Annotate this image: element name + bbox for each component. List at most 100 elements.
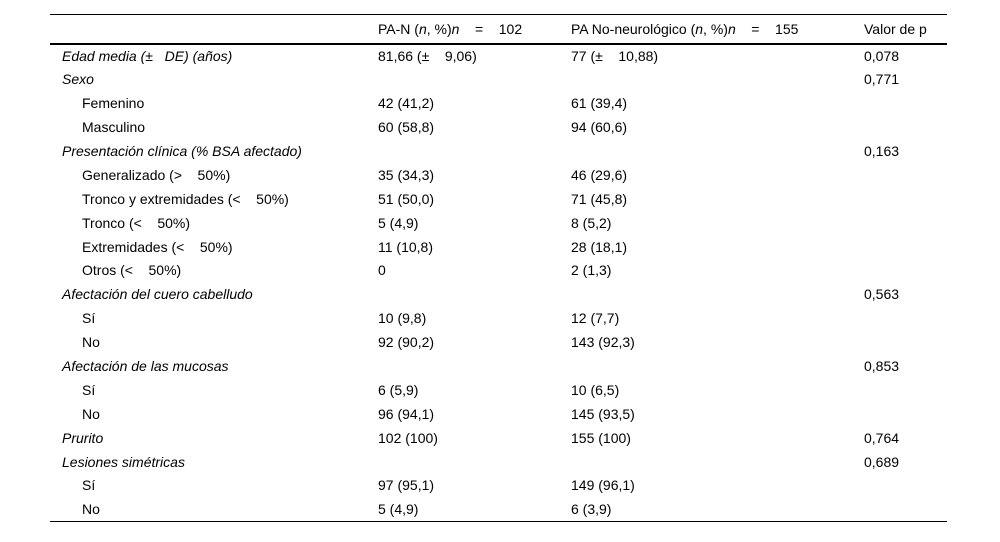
header-pan-pct: , %) (426, 20, 452, 37)
row-label: Sí (82, 381, 96, 398)
cell-pa-non-neuro-value (571, 67, 862, 91)
row-label: No (82, 405, 100, 422)
cell-pan-value (378, 282, 571, 306)
cell-p-value (862, 330, 947, 354)
cell-p-value (862, 235, 947, 259)
cell-p-value (862, 378, 947, 402)
cell-pa-non-neuro-value: 12 (7,7) (571, 310, 620, 327)
cell-p-value (862, 259, 947, 283)
cell-pan-value (378, 354, 571, 378)
table-row: Tronco y extremidades (< 50%) 51 (50,0) … (50, 187, 947, 211)
header-non-label: PA No-neurológico ( (571, 20, 696, 37)
cell-p-value (862, 402, 947, 426)
row-label: Tronco y extremidades (< 50%) (82, 190, 289, 207)
table-row: Extremidades (< 50%) 11 (10,8) 28 (18,1) (50, 235, 947, 259)
table-row: Generalizado (> 50%) 35 (34,3) 46 (29,6) (50, 163, 947, 187)
table-row: No 96 (94,1) 145 (93,5) (50, 402, 947, 426)
header-pan-n2-italic: n (451, 20, 460, 37)
row-label: Sí (82, 310, 96, 327)
cell-pa-non-neuro-value: 2 (1,3) (571, 262, 612, 279)
table-row: Afectación del cuero cabelludo 0,563 (50, 282, 947, 306)
cell-pa-non-neuro-value: 145 (93,5) (571, 405, 635, 422)
cell-pan-value: 51 (50,0) (378, 190, 435, 207)
table-row: Tronco (< 50%) 5 (4,9) 8 (5,2) (50, 211, 947, 235)
cell-pa-non-neuro-value: 10 (6,5) (571, 381, 620, 398)
header-empty-cell (50, 14, 378, 45)
paper-table-container: PA-N (n, %)n = 102 PA No-neurológico (n,… (50, 14, 947, 522)
cell-p-value: 0,853 (864, 358, 900, 375)
header-pan-column: PA-N (n, %)n = 102 (378, 14, 571, 45)
row-label: Afectación de las mucosas (62, 358, 229, 375)
cell-pa-non-neuro-value: 61 (39,4) (571, 95, 628, 112)
table-row: Edad media (± DE) (años) 81,66 (± 9,06) … (50, 44, 947, 68)
cell-pa-non-neuro-value: 8 (5,2) (571, 214, 612, 231)
cell-p-value (862, 497, 947, 521)
table-row: Lesiones simétricas 0,689 (50, 450, 947, 474)
header-non-pct: , %) (703, 20, 728, 37)
table-row: No 92 (90,2) 143 (92,3) (50, 330, 947, 354)
row-label: Femenino (82, 95, 145, 112)
table-row: Sí 10 (9,8) 12 (7,7) (50, 306, 947, 330)
table-row: Masculino 60 (58,8) 94 (60,6) (50, 115, 947, 139)
cell-pan-value: 35 (34,3) (378, 166, 435, 183)
table-row: Presentación clínica (% BSA afectado) 0,… (50, 139, 947, 163)
comparison-table: PA-N (n, %)n = 102 PA No-neurológico (n,… (50, 14, 947, 522)
cell-p-value (862, 211, 947, 235)
row-label: Afectación del cuero cabelludo (62, 286, 253, 303)
cell-pa-non-neuro-value: 94 (60,6) (571, 119, 628, 136)
cell-pan-value: 81,66 (± 9,06) (378, 47, 477, 64)
row-label: Sexo (62, 71, 94, 88)
table-row: Femenino 42 (41,2) 61 (39,4) (50, 91, 947, 115)
cell-pa-non-neuro-value (571, 354, 862, 378)
row-label: Tronco (< 50%) (82, 214, 191, 231)
cell-pa-non-neuro-value: 77 (± 10,88) (571, 47, 659, 64)
cell-pan-value: 11 (10,8) (378, 238, 433, 255)
header-pa-non-neuro-column: PA No-neurológico (n, %)n = 155 (571, 14, 862, 45)
cell-p-value (862, 163, 947, 187)
table-row: No 5 (4,9) 6 (3,9) (50, 497, 947, 521)
table-row: Afectación de las mucosas 0,853 (50, 354, 947, 378)
cell-pan-value: 0 (378, 262, 386, 279)
table-body: Edad media (± DE) (años) 81,66 (± 9,06) … (50, 44, 947, 522)
cell-p-value (862, 187, 947, 211)
cell-pa-non-neuro-value: 149 (96,1) (571, 477, 635, 494)
row-label: Presentación clínica (% BSA afectado) (62, 143, 302, 159)
cell-p-value (862, 115, 947, 139)
cell-pan-value: 5 (4,9) (378, 501, 419, 518)
row-label: Otros (< 50%) (82, 262, 182, 279)
row-label: Prurito (62, 429, 104, 446)
table-row: Sexo 0,771 (50, 67, 947, 91)
cell-p-value: 0,163 (864, 143, 900, 159)
cell-pa-non-neuro-value: 155 (100) (571, 429, 631, 446)
cell-pan-value: 96 (94,1) (378, 405, 435, 422)
cell-p-value: 0,764 (864, 429, 900, 446)
row-label: No (82, 501, 100, 518)
cell-pa-non-neuro-value (571, 282, 862, 306)
header-non-count: 155 (775, 20, 799, 37)
header-non-n-italic: n (695, 20, 704, 37)
cell-pa-non-neuro-value: 71 (45,8) (571, 190, 628, 207)
cell-pan-value (378, 67, 571, 91)
cell-pa-non-neuro-value (571, 450, 862, 474)
row-label: Sí (82, 477, 96, 494)
cell-pa-non-neuro-value: 143 (92,3) (571, 334, 635, 351)
cell-pan-value: 6 (5,9) (378, 381, 419, 398)
header-pan-equals: = (459, 20, 499, 37)
cell-p-value (862, 91, 947, 115)
row-label: Masculino (82, 119, 146, 136)
header-pvalue-column: Valor de p (862, 14, 947, 45)
cell-p-value: 0,078 (864, 47, 900, 64)
cell-pan-value: 102 (100) (378, 429, 438, 446)
cell-pan-value: 97 (95,1) (378, 477, 435, 494)
header-non-equals: = (735, 20, 776, 37)
row-label: Edad media (± DE) (años) (62, 47, 233, 64)
cell-pan-value: 5 (4,9) (378, 214, 419, 231)
table-row: Sí 97 (95,1) 149 (96,1) (50, 474, 947, 498)
row-label: Extremidades (< 50%) (82, 238, 233, 255)
header-pan-count: 102 (498, 20, 523, 37)
cell-pa-non-neuro-value: 28 (18,1) (571, 238, 628, 255)
row-label: Generalizado (> 50%) (82, 166, 231, 183)
row-label: Lesiones simétricas (62, 453, 185, 470)
cell-p-value (862, 474, 947, 498)
cell-pan-value (378, 139, 571, 163)
